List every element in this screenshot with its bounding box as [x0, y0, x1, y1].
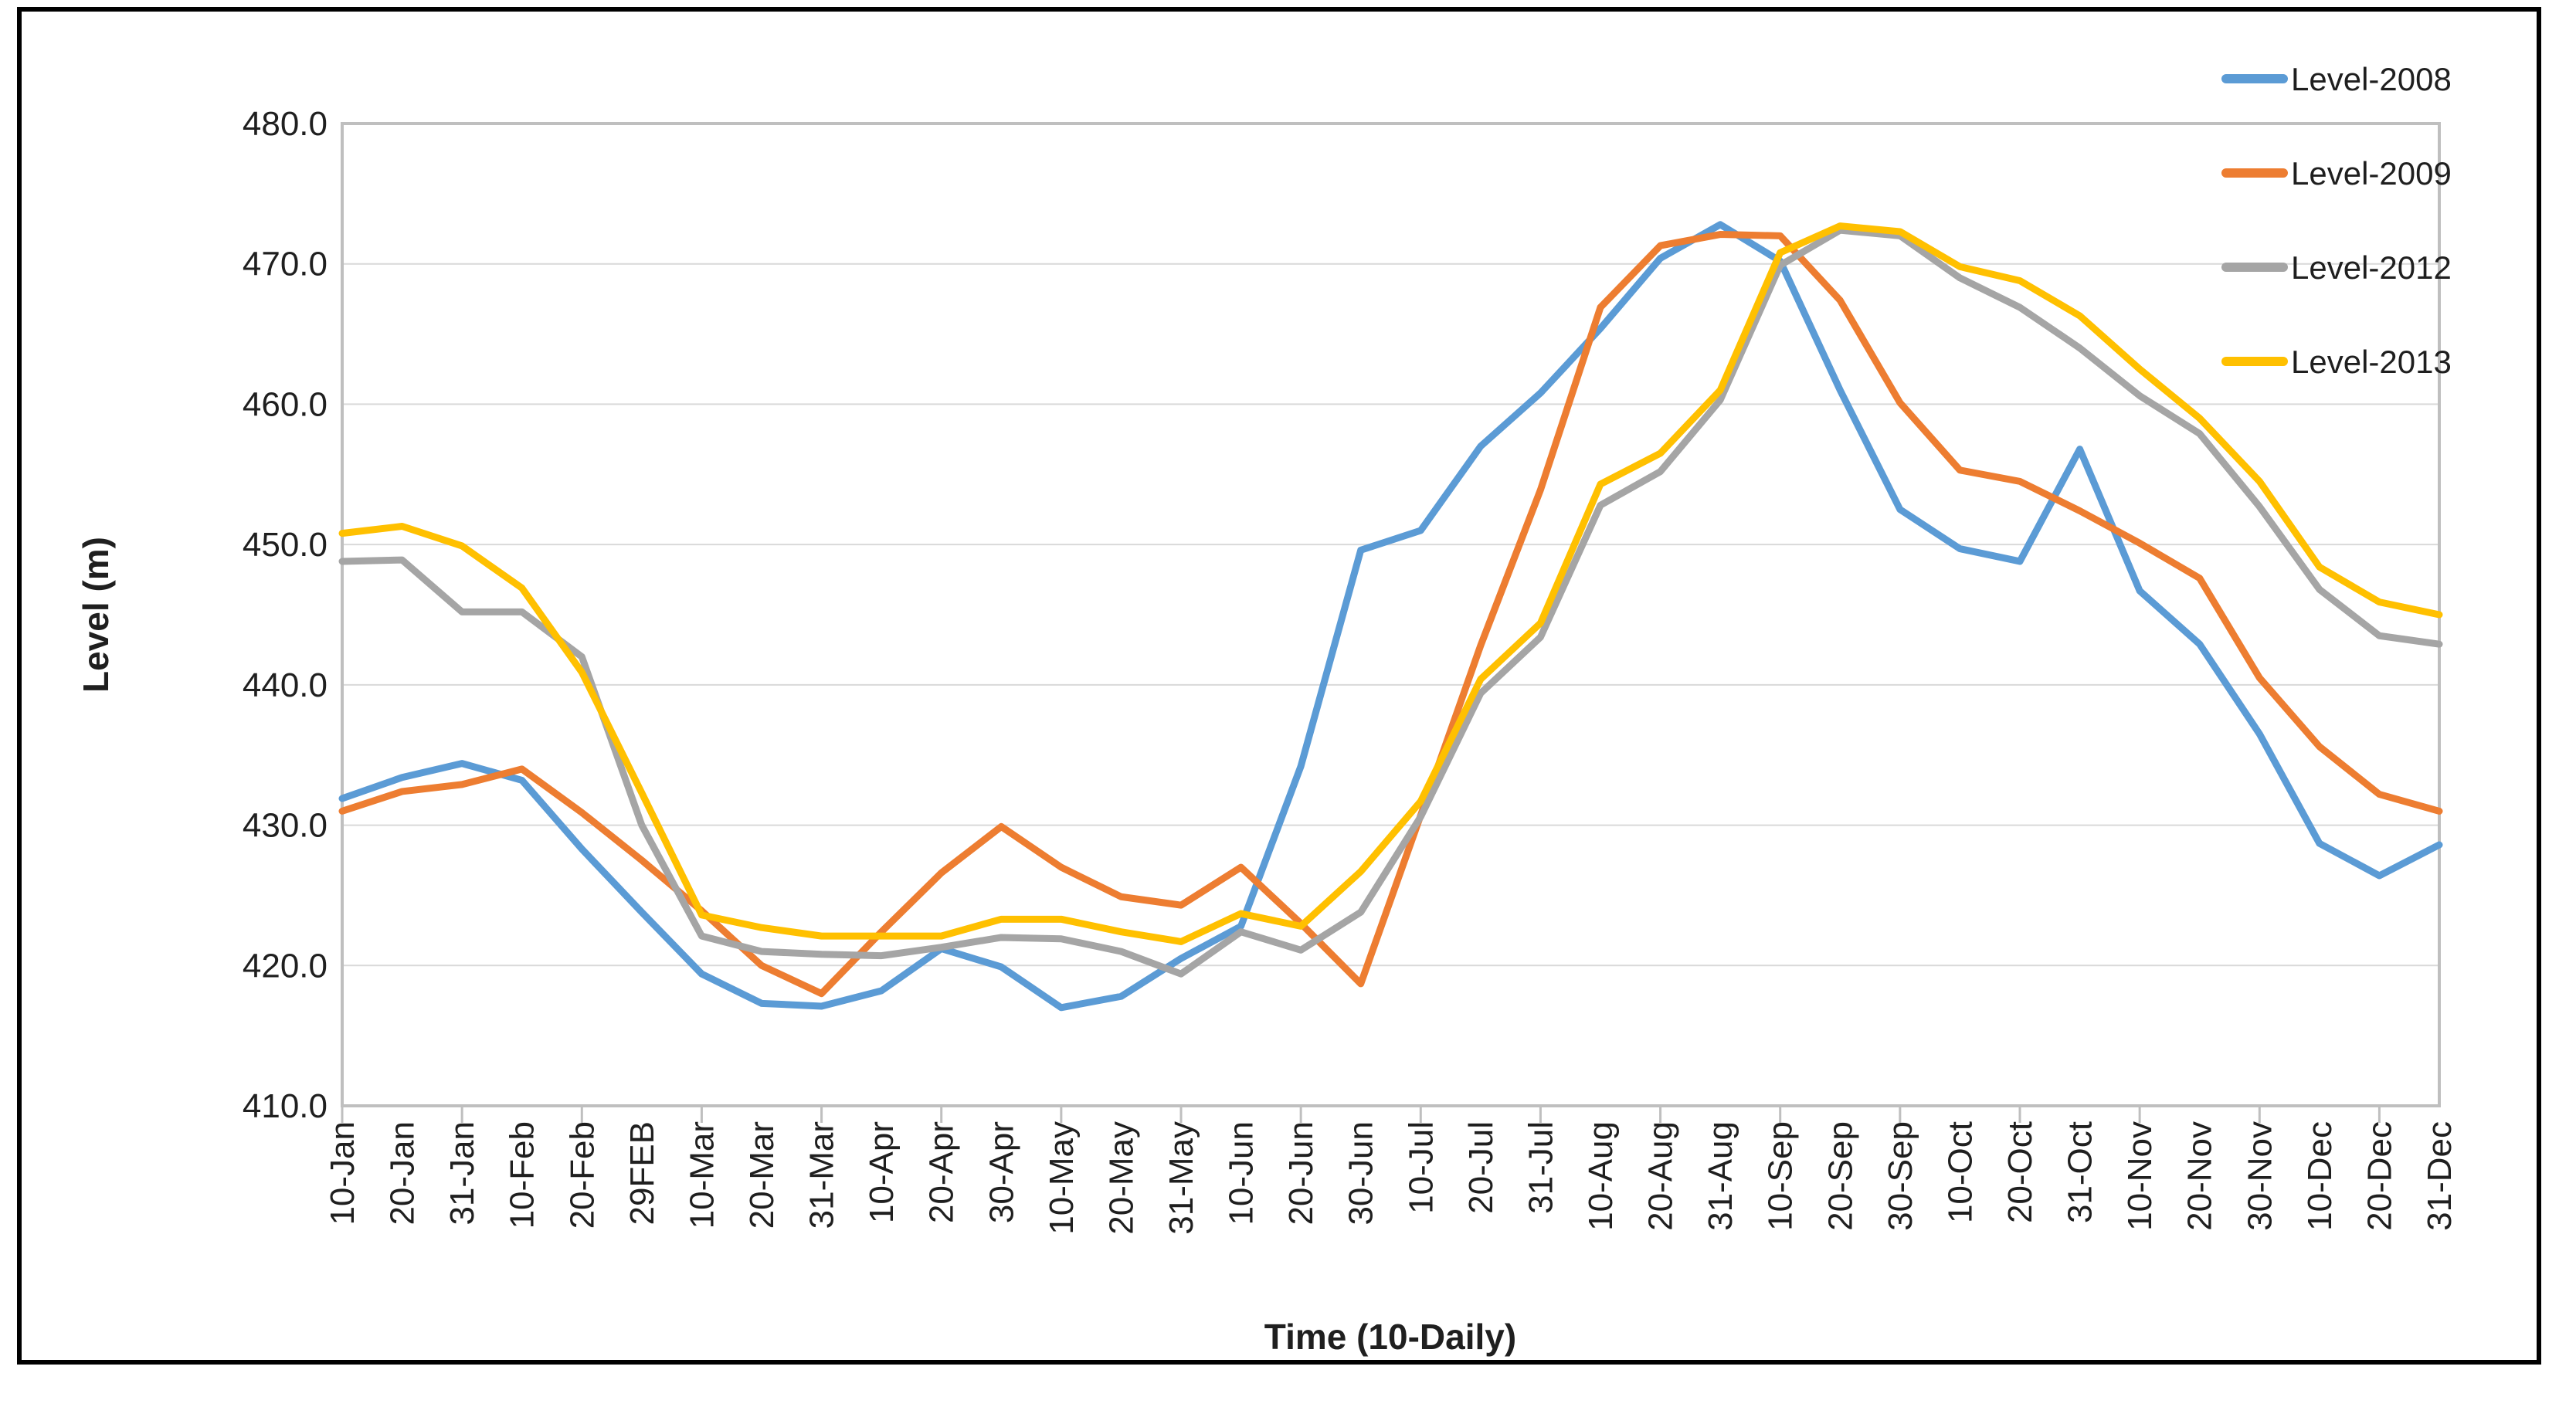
y-tick-label: 460.0	[243, 385, 328, 423]
x-tick-label: 20-Apr	[923, 1121, 961, 1223]
legend-label: Level-2012	[2291, 249, 2452, 286]
x-tick-label: 20-Feb	[563, 1121, 601, 1229]
series-line-level-2013	[338, 222, 2443, 945]
x-tick-label: 10-May	[1043, 1121, 1081, 1235]
legend-item: Level-2012	[2221, 249, 2452, 286]
legend-label: Level-2009	[2291, 155, 2452, 192]
x-tick-label: 10-Dec	[2301, 1121, 2339, 1231]
x-tick-label: 20-Dec	[2360, 1121, 2398, 1231]
x-tick-label: 31-Oct	[2062, 1121, 2099, 1223]
x-tick-label: 31-May	[1162, 1121, 1200, 1235]
x-tick-label: 10-Oct	[1941, 1121, 1979, 1223]
plot-border	[341, 122, 2441, 1107]
x-tick-label: 20-Jul	[1462, 1121, 1500, 1214]
x-tick-label: 31-Dec	[2421, 1121, 2459, 1231]
x-tick-label: 20-Mar	[743, 1121, 781, 1229]
x-tick-label: 30-Apr	[983, 1121, 1020, 1223]
chart-border	[17, 7, 2541, 1365]
x-tick-label: 10-Jun	[1223, 1121, 1261, 1226]
x-tick-label: 20-Nov	[2181, 1121, 2219, 1231]
legend-item: Level-2009	[2221, 155, 2452, 192]
series-line-level-2008	[338, 221, 2443, 1012]
y-tick-label: 470.0	[243, 246, 328, 283]
y-tick-label: 450.0	[243, 526, 328, 564]
y-tick-label: 480.0	[243, 105, 328, 143]
gridlines	[342, 123, 2439, 1107]
x-tick-label: 20-Oct	[2001, 1121, 2039, 1223]
x-tick-label: 10-Jul	[1402, 1121, 1440, 1214]
x-tick-label: 10-Aug	[1582, 1121, 1620, 1231]
series-line-level-2009	[338, 231, 2443, 998]
legend-item: Level-2008	[2221, 61, 2452, 97]
x-tick-label: 31-Jul	[1522, 1121, 1560, 1214]
x-tick-label: 31-Mar	[803, 1121, 841, 1229]
x-tick-label: 10-Mar	[683, 1121, 721, 1229]
y-tick-labels: 410.0 420.0 430.0 440.0 450.0 460.0 470.0 480.0	[243, 105, 328, 1125]
legend: Level-2008 Level-2009 Level-2012 Level-2013	[2221, 61, 2452, 380]
y-tick-label: 440.0	[243, 666, 328, 704]
plot-area	[341, 122, 2441, 1107]
axis-ticks	[341, 1106, 2381, 1123]
x-tick-label: 29FEB	[623, 1121, 661, 1226]
x-tick-label: 10-Nov	[2121, 1121, 2159, 1231]
series-lines	[338, 221, 2443, 1012]
x-axis-title: Time (10-Daily)	[1264, 1317, 1516, 1357]
x-tick-label: 10-Jan	[324, 1121, 361, 1226]
y-tick-label: 410.0	[243, 1087, 328, 1125]
x-tick-label: 31-Aug	[1702, 1121, 1739, 1231]
legend-label: Level-2013	[2291, 344, 2452, 380]
x-tick-label: 20-Aug	[1642, 1121, 1680, 1231]
y-axis-title: Level (m)	[76, 537, 116, 693]
y-tick-label: 430.0	[243, 807, 328, 845]
x-tick-label: 20-Sep	[1821, 1121, 1859, 1231]
x-tick-label: 30-Jun	[1342, 1121, 1380, 1226]
series-line-level-2012	[338, 226, 2443, 978]
legend-label: Level-2008	[2291, 61, 2452, 97]
x-tick-labels: 10-Jan 20-Jan 31-Jan 10-Feb 20-Feb 29FEB 10-Ma…	[324, 1121, 2459, 1235]
legend-item: Level-2013	[2221, 344, 2452, 380]
x-tick-label: 31-Jan	[443, 1121, 481, 1226]
x-tick-label: 20-Jun	[1282, 1121, 1320, 1226]
x-tick-label: 10-Sep	[1762, 1121, 1800, 1231]
x-tick-label: 30-Sep	[1882, 1121, 1919, 1231]
x-tick-label: 30-Nov	[2241, 1121, 2279, 1231]
x-tick-label: 10-Feb	[504, 1121, 541, 1229]
x-tick-label: 20-Jan	[384, 1121, 422, 1226]
y-tick-label: 420.0	[243, 947, 328, 985]
x-tick-label: 20-May	[1102, 1121, 1140, 1235]
x-tick-label: 10-Apr	[863, 1121, 901, 1223]
